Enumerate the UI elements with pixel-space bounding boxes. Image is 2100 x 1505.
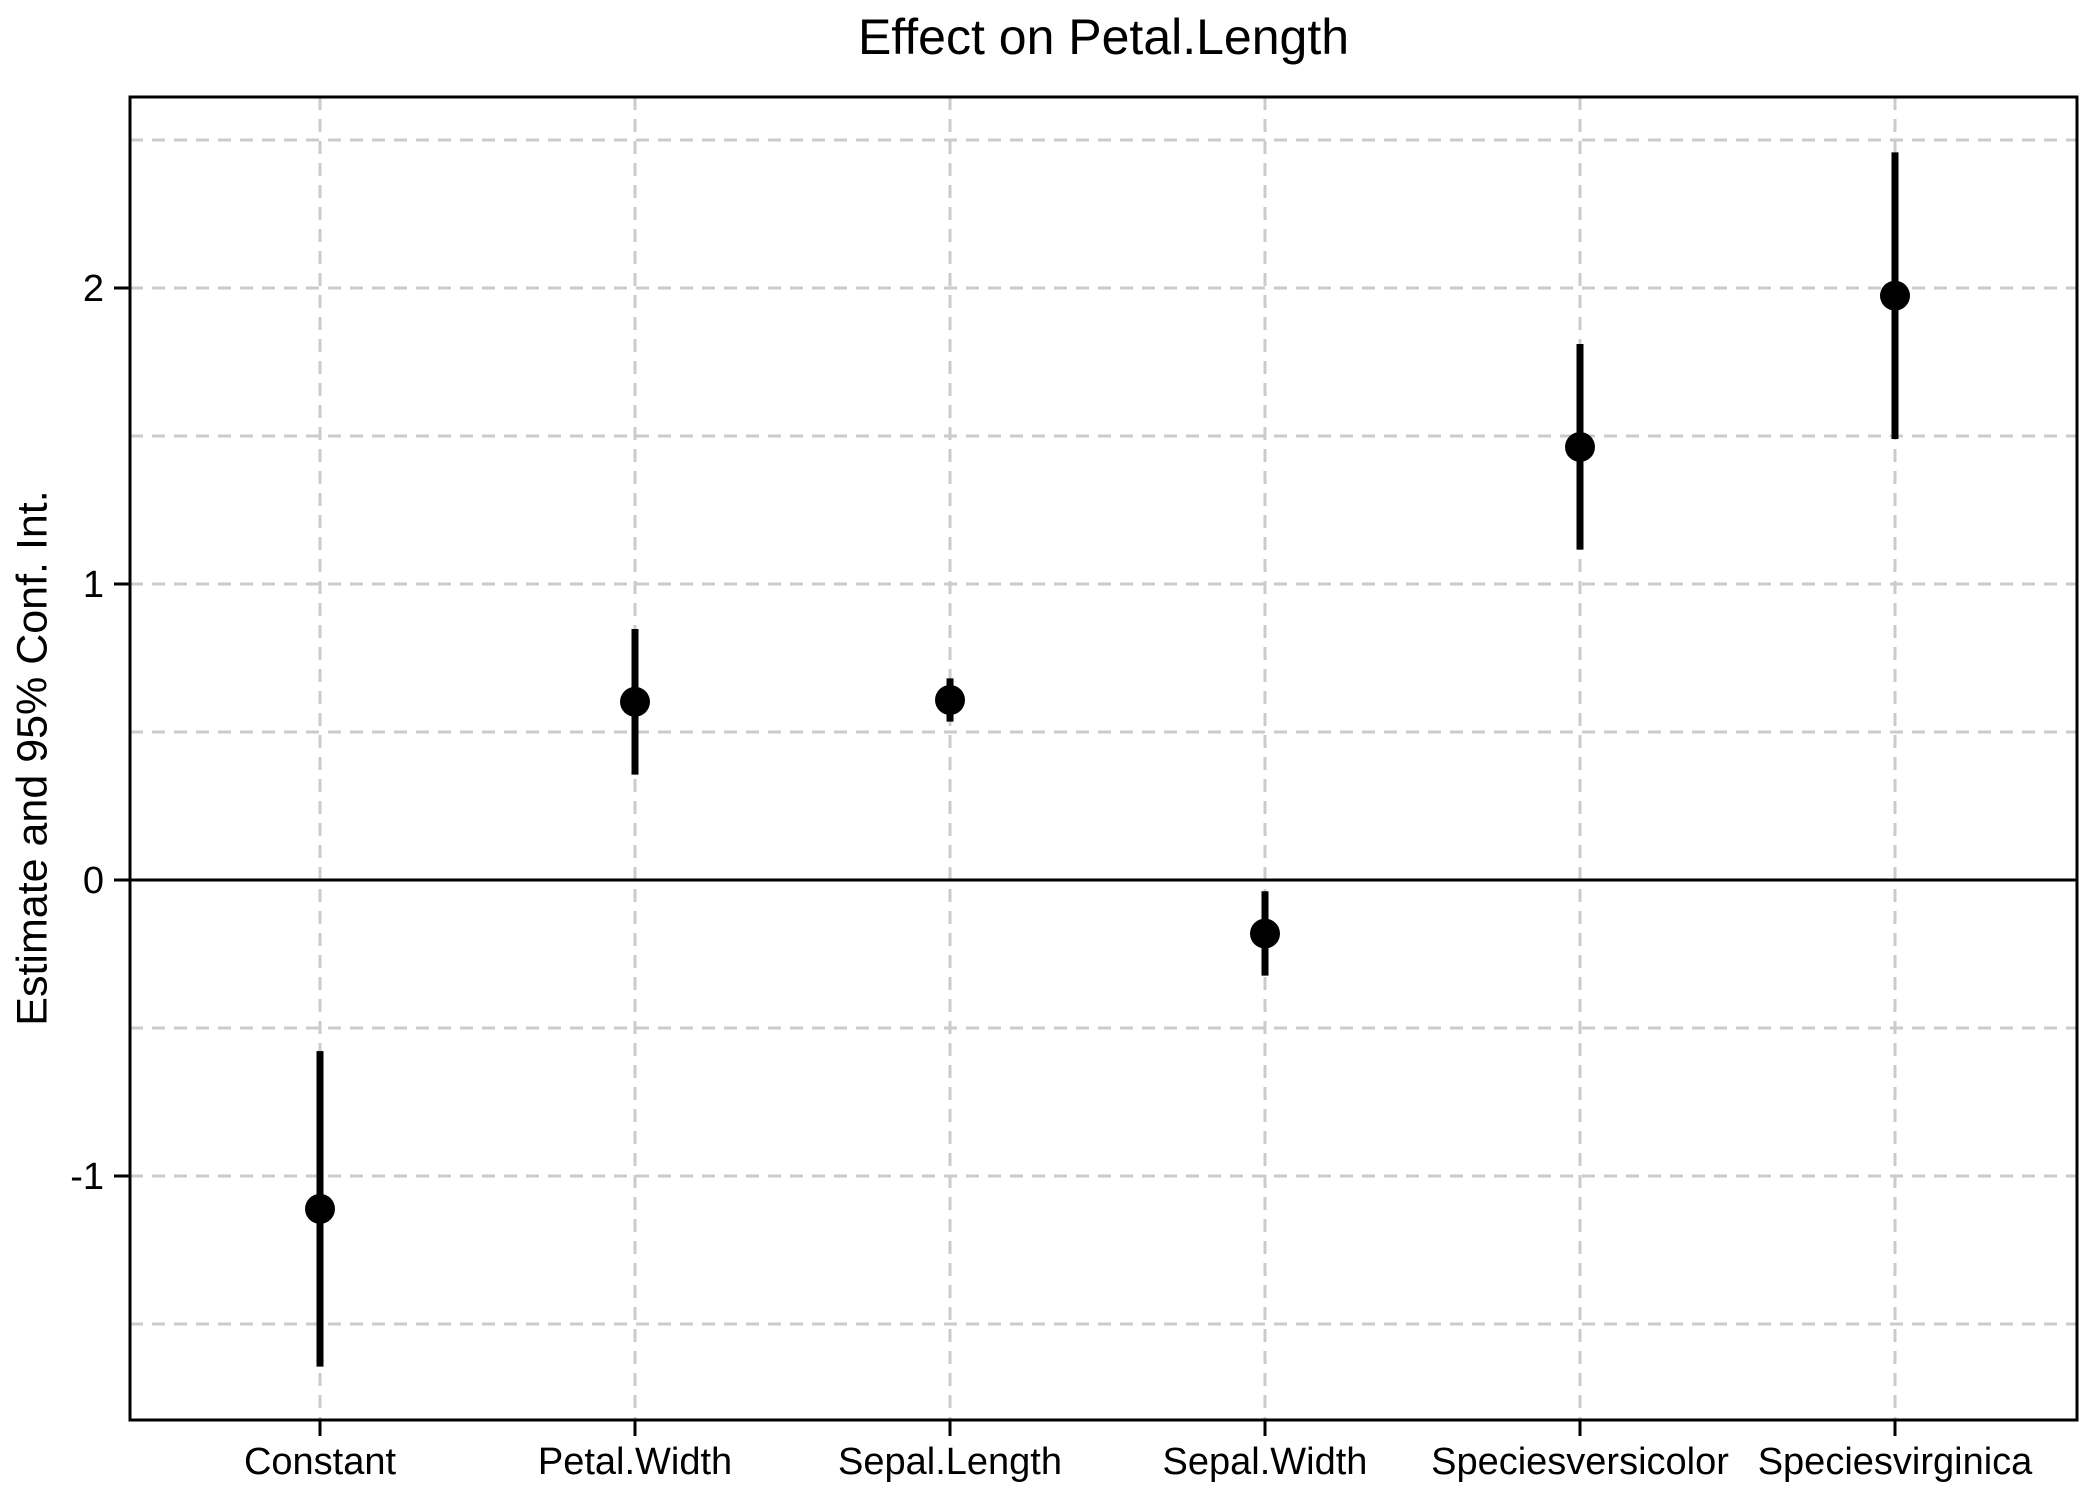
estimate-point xyxy=(1565,431,1595,462)
estimate-point xyxy=(305,1193,335,1224)
x-tick-label: Petal.Width xyxy=(538,1441,732,1483)
y-tick-label: 1 xyxy=(83,564,104,606)
y-tick-label: 0 xyxy=(83,860,104,902)
x-tick-label: Sepal.Width xyxy=(1163,1441,1368,1483)
estimate-point xyxy=(1880,280,1910,311)
y-tick-label: 2 xyxy=(83,268,104,310)
estimate-point xyxy=(620,686,650,717)
y-axis-title: Estimate and 95% Conf. Int. xyxy=(8,490,57,1026)
estimate-point xyxy=(935,685,965,716)
y-tick-label: -1 xyxy=(70,1156,104,1198)
chart-title: Effect on Petal.Length xyxy=(857,9,1350,65)
estimate-point xyxy=(1250,918,1280,949)
plot-frame xyxy=(128,95,2079,1422)
x-tick-label: Constant xyxy=(244,1441,397,1483)
x-tick-label: Speciesversicolor xyxy=(1431,1441,1729,1483)
x-tick-label: Sepal.Length xyxy=(838,1441,1062,1483)
x-tick-label: Speciesvirginica xyxy=(1758,1441,2033,1483)
